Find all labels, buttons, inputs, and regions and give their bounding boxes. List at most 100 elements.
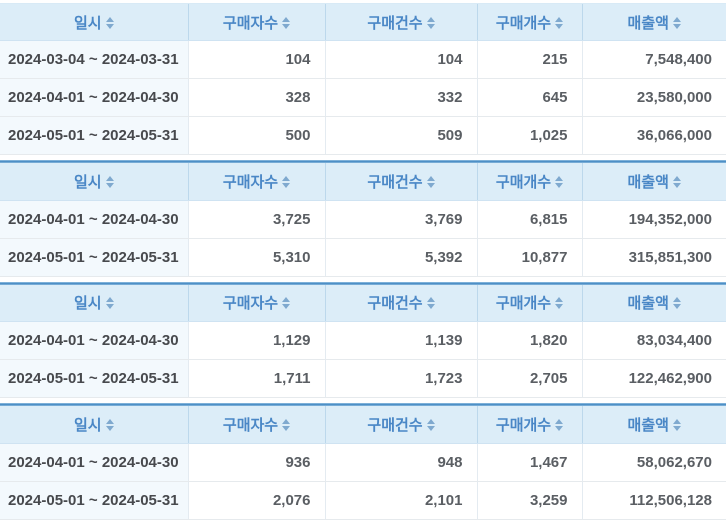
- sort-icon: [105, 297, 114, 310]
- column-header-revenue[interactable]: 매출액: [581, 3, 726, 41]
- column-header-buyer-count[interactable]: 구매자수: [187, 163, 325, 201]
- sort-icon: [555, 16, 564, 29]
- sales-stats-table-4: 일시 구매자수 구매건수 구매개수 매출액 2024-04-01 ~ 2024-…: [0, 406, 726, 520]
- table-header-row: 일시 구매자수 구매건수 구매개수 매출액: [0, 284, 726, 322]
- sales-stats-table-1: 일시 구매자수 구매건수 구매개수 매출액 2024-03-04 ~ 2024-…: [0, 3, 726, 155]
- column-header-label: 구매개수: [495, 14, 552, 32]
- sort-icon: [105, 418, 114, 431]
- revenue-cell: 58,062,670: [581, 443, 726, 482]
- revenue-cell: 194,352,000: [581, 200, 726, 239]
- column-header-order-count[interactable]: 구매건수: [324, 284, 477, 322]
- column-header-label: 일시: [73, 295, 102, 313]
- column-header-order-count[interactable]: 구매건수: [324, 163, 477, 201]
- column-header-buyer-count[interactable]: 구매자수: [187, 284, 325, 322]
- period-cell: 2024-04-01 ~ 2024-04-30: [0, 321, 188, 360]
- column-header-order-count[interactable]: 구매건수: [324, 406, 477, 444]
- buyer-count-cell: 104: [187, 40, 325, 79]
- sort-icon: [282, 418, 291, 431]
- revenue-cell: 23,580,000: [581, 78, 726, 117]
- sort-icon: [555, 175, 564, 188]
- period-cell: 2024-05-01 ~ 2024-05-31: [0, 238, 188, 277]
- period-cell: 2024-03-04 ~ 2024-03-31: [0, 40, 188, 79]
- buyer-count-cell: 5,310: [187, 238, 325, 277]
- revenue-cell: 112,506,128: [581, 481, 726, 520]
- item-count-cell: 2,705: [476, 359, 582, 398]
- column-header-label: 구매개수: [495, 295, 552, 313]
- sales-stats-table-3: 일시 구매자수 구매건수 구매개수 매출액 2024-04-01 ~ 2024-…: [0, 284, 726, 398]
- item-count-cell: 1,467: [476, 443, 582, 482]
- table-header-row: 일시 구매자수 구매건수 구매개수 매출액: [0, 163, 726, 201]
- table-top-border: [0, 281, 726, 285]
- revenue-cell: 315,851,300: [581, 238, 726, 277]
- column-header-label: 일시: [73, 14, 102, 32]
- column-header-item-count[interactable]: 구매개수: [476, 3, 582, 41]
- column-header-label: 구매자수: [222, 14, 279, 32]
- column-header-order-count[interactable]: 구매건수: [324, 3, 477, 41]
- item-count-cell: 6,815: [476, 200, 582, 239]
- column-header-label: 구매자수: [222, 173, 279, 191]
- period-cell: 2024-04-01 ~ 2024-04-30: [0, 443, 188, 482]
- item-count-cell: 10,877: [476, 238, 582, 277]
- sort-icon: [282, 297, 291, 310]
- sales-stats-table-2: 일시 구매자수 구매건수 구매개수 매출액 2024-04-01 ~ 2024-…: [0, 163, 726, 277]
- item-count-cell: 215: [476, 40, 582, 79]
- column-header-item-count[interactable]: 구매개수: [476, 163, 582, 201]
- item-count-cell: 645: [476, 78, 582, 117]
- column-header-date[interactable]: 일시: [0, 284, 188, 322]
- column-header-item-count[interactable]: 구매개수: [476, 406, 582, 444]
- column-header-revenue[interactable]: 매출액: [581, 406, 726, 444]
- column-header-label: 구매건수: [367, 416, 423, 434]
- period-cell: 2024-05-01 ~ 2024-05-31: [0, 481, 188, 520]
- order-count-cell: 332: [324, 78, 477, 117]
- order-count-cell: 1,139: [324, 321, 477, 360]
- sort-icon: [282, 175, 291, 188]
- order-count-cell: 1,723: [324, 359, 477, 398]
- order-count-cell: 509: [324, 116, 477, 155]
- table-header-row: 일시 구매자수 구매건수 구매개수 매출액: [0, 3, 726, 41]
- column-header-label: 구매건수: [367, 295, 423, 313]
- sort-icon: [282, 16, 291, 29]
- sort-icon: [105, 16, 114, 29]
- period-cell: 2024-05-01 ~ 2024-05-31: [0, 359, 188, 398]
- period-cell: 2024-04-01 ~ 2024-04-30: [0, 78, 188, 117]
- period-cell: 2024-05-01 ~ 2024-05-31: [0, 116, 188, 155]
- column-header-label: 구매건수: [367, 173, 423, 191]
- column-header-date[interactable]: 일시: [0, 406, 188, 444]
- buyer-count-cell: 1,711: [187, 359, 325, 398]
- sort-icon: [672, 16, 681, 29]
- column-header-label: 매출액: [627, 14, 669, 32]
- table-row: 2024-05-01 ~ 2024-05-31 2,076 2,101 3,25…: [0, 481, 726, 520]
- buyer-count-cell: 2,076: [187, 481, 325, 520]
- column-header-buyer-count[interactable]: 구매자수: [187, 3, 325, 41]
- sort-icon: [426, 418, 435, 431]
- table-header-row: 일시 구매자수 구매건수 구매개수 매출액: [0, 406, 726, 444]
- column-header-label: 구매개수: [495, 173, 552, 191]
- revenue-cell: 7,548,400: [581, 40, 726, 79]
- column-header-date[interactable]: 일시: [0, 163, 188, 201]
- column-header-label: 매출액: [627, 173, 669, 191]
- period-cell: 2024-04-01 ~ 2024-04-30: [0, 200, 188, 239]
- buyer-count-cell: 328: [187, 78, 325, 117]
- order-count-cell: 5,392: [324, 238, 477, 277]
- order-count-cell: 2,101: [324, 481, 477, 520]
- table-top-border: [0, 403, 726, 406]
- column-header-label: 구매개수: [495, 416, 552, 434]
- column-header-label: 구매건수: [367, 14, 423, 32]
- sort-icon: [672, 418, 681, 431]
- sort-icon: [426, 297, 435, 310]
- column-header-label: 일시: [73, 173, 102, 191]
- column-header-buyer-count[interactable]: 구매자수: [187, 406, 325, 444]
- sort-icon: [426, 175, 435, 188]
- order-count-cell: 104: [324, 40, 477, 79]
- sort-icon: [672, 175, 681, 188]
- column-header-revenue[interactable]: 매출액: [581, 163, 726, 201]
- column-header-label: 구매자수: [222, 295, 279, 313]
- revenue-cell: 83,034,400: [581, 321, 726, 360]
- buyer-count-cell: 500: [187, 116, 325, 155]
- column-header-item-count[interactable]: 구매개수: [476, 284, 582, 322]
- table-row: 2024-04-01 ~ 2024-04-30 936 948 1,467 58…: [0, 443, 726, 482]
- revenue-cell: 36,066,000: [581, 116, 726, 155]
- column-header-revenue[interactable]: 매출액: [581, 284, 726, 322]
- column-header-date[interactable]: 일시: [0, 3, 188, 41]
